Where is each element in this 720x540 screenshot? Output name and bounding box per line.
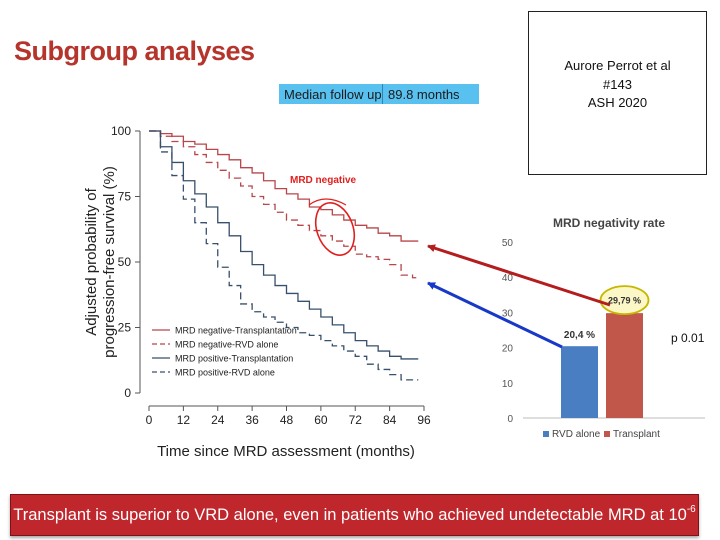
annotation-mrd-negative: MRD negative <box>290 175 357 186</box>
conclusion-text: Transplant is superior to VRD alone, eve… <box>13 505 687 524</box>
km-series-mrd-positive-transplantation <box>149 130 419 360</box>
km-legend-label: MRD negative-Transplantation <box>175 326 297 336</box>
reference-abstract: #143 <box>603 76 632 92</box>
annotation-bracket <box>308 198 347 206</box>
legend-label-rvd: RVD alone <box>552 429 601 440</box>
legend-swatch-transplant <box>604 431 610 437</box>
km-chart: 0 25 50 75 100 0 12 24 36 48 60 72 84 96 Time since MR… <box>83 124 431 460</box>
km-x-tick-label: 48 <box>280 413 294 427</box>
bar-y-tick-label: 50 <box>502 238 514 249</box>
reference-meeting: ASH 2020 <box>587 95 648 111</box>
km-x-tick-label: 60 <box>314 413 328 427</box>
km-y-tick-label: 75 <box>118 190 132 204</box>
km-series-mrd-negative-rvd-alone <box>149 130 419 279</box>
km-series-mrd-positive-rvd-alone <box>149 130 419 381</box>
bar-data-label: 29,79 % <box>608 296 641 306</box>
bar-y-tick-label: 0 <box>507 414 513 425</box>
km-x-tick-label: 72 <box>349 413 363 427</box>
km-x-tick-label: 96 <box>417 413 431 427</box>
bar-y-tick-label: 10 <box>502 379 514 390</box>
bar-y-tick-label: 20 <box>502 344 514 355</box>
legend-label-transplant: Transplant <box>613 429 660 440</box>
km-y-axis-label: Adjusted probability ofprogression-free … <box>83 166 118 358</box>
km-x-axis-label: Time since MRD assessment (months) <box>157 443 415 460</box>
km-y-tick-label: 50 <box>118 255 132 269</box>
p-value-label: p 0.01 <box>671 331 705 345</box>
reference-box: Aurore Perrot et al #143 ASH 2020 <box>528 11 707 175</box>
km-y-tick-label: 0 <box>124 386 131 400</box>
bar-transplant <box>606 313 643 418</box>
bar-y-tick-label: 40 <box>502 273 514 284</box>
km-y-tick-label: 25 <box>118 321 132 335</box>
km-legend-label: MRD positive-RVD alone <box>175 368 275 378</box>
km-x-tick-label: 84 <box>383 413 397 427</box>
reference-author: Aurore Perrot et al <box>564 57 671 73</box>
bar-chart-title: MRD negativity rate <box>553 216 665 230</box>
legend-swatch-rvd <box>543 431 549 437</box>
conclusion-banner: Transplant is superior to VRD alone, eve… <box>10 494 699 536</box>
km-x-tick-label: 36 <box>245 413 259 427</box>
km-x-tick-label: 24 <box>211 413 225 427</box>
bar-y-tick-label: 30 <box>502 308 514 319</box>
km-legend-label: MRD negative-RVD alone <box>175 340 278 350</box>
km-legend-label: MRD positive-Transplantation <box>175 354 293 364</box>
bar-rvd-alone <box>561 346 598 418</box>
slide-title: Subgroup analyses <box>14 36 255 66</box>
follow-up-label: Median follow up <box>279 84 383 104</box>
bar-data-label: 20,4 % <box>564 330 595 341</box>
km-x-tick-label: 0 <box>146 413 153 427</box>
bar-chart: MRD negativity rate 0 10 20 30 40 50 20,4 % 29,7… <box>502 216 705 440</box>
km-series-mrd-negative-transplantation <box>149 130 419 242</box>
follow-up-value: 89.8 months <box>388 86 460 102</box>
km-y-tick-label: 100 <box>111 124 131 138</box>
km-x-tick-label: 12 <box>177 413 191 427</box>
conclusion-exponent: -6 <box>686 503 696 515</box>
annotation-ellipse <box>314 202 356 256</box>
follow-up-box: Median follow up 89.8 months <box>279 84 479 104</box>
